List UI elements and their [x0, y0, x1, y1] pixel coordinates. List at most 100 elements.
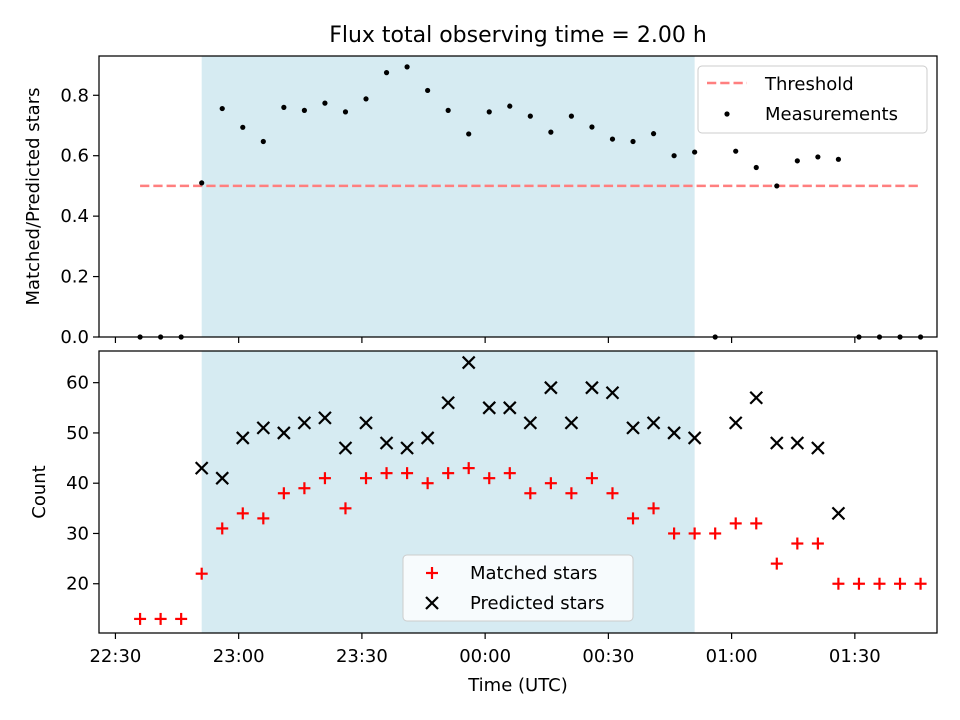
top-panel: 0.00.20.40.60.8 Matched/Predicted stars …	[23, 55, 938, 348]
bottom-series-layer	[134, 355, 927, 625]
matched-star-point	[134, 612, 147, 625]
matched-star-point	[175, 612, 188, 625]
predicted-star-point	[441, 395, 455, 410]
predicted-star-point	[749, 390, 764, 405]
bottom-axes-frame	[98, 350, 938, 634]
matched-star-point	[606, 487, 619, 500]
measurement-point	[240, 124, 246, 130]
predicted-star-point	[359, 416, 373, 430]
measurement-point	[692, 149, 698, 155]
bottom-panel: 20 30 40 50 60 22:30 23:00 23:30 00:00 00:30 01:0…	[29, 350, 938, 696]
y-tick-label: 50	[66, 423, 89, 444]
predicted-star-point	[503, 401, 517, 415]
matched-star-point	[544, 477, 557, 490]
bottom-legend: Matched stars Predicted stars	[402, 554, 634, 622]
matched-star-point	[236, 507, 249, 520]
predicted-star-point	[215, 471, 230, 485]
matched-star-point	[565, 487, 578, 500]
measurement-point	[260, 138, 266, 145]
matched-star-point	[216, 522, 229, 535]
x-tick-label: 23:00	[213, 646, 265, 667]
matched-star-point	[811, 537, 824, 550]
measurement-point	[301, 107, 307, 113]
matched-star-point	[914, 577, 927, 590]
measurement-point	[383, 70, 390, 76]
predicted-star-point	[318, 411, 332, 425]
y-tick-label: 0.8	[60, 85, 89, 106]
measurement-point	[219, 105, 225, 112]
legend-measurements-label: Measurements	[765, 104, 898, 125]
predicted-star-point	[687, 431, 702, 445]
top-axes-frame	[98, 55, 938, 338]
predicted-star-point	[585, 380, 599, 395]
measurement-point	[794, 158, 800, 164]
predicted-star-point	[646, 416, 661, 430]
matched-star-point	[729, 517, 742, 530]
x-tick-label: 23:30	[336, 646, 388, 667]
matched-star-point	[339, 502, 352, 515]
matched-star-point	[627, 512, 640, 525]
matched-star-point	[709, 527, 722, 540]
matched-star-point	[483, 472, 496, 485]
matched-star-point	[380, 467, 393, 480]
matched-star-point	[770, 557, 783, 570]
top-series-layer	[137, 64, 924, 340]
measurement-point	[425, 87, 431, 94]
top-legend: Threshold Measurements	[697, 65, 928, 134]
bottom-y-ticks: 20 30 40 50 60	[66, 373, 99, 595]
measurement-point	[671, 153, 677, 159]
predicted-star-point	[831, 506, 846, 521]
top-legend-box	[697, 65, 928, 134]
predicted-star-point	[811, 441, 825, 455]
predicted-star-point	[605, 385, 620, 400]
predicted-star-point	[379, 436, 394, 450]
measurement-point	[486, 109, 492, 115]
measurement-point	[630, 138, 636, 145]
predicted-star-point	[790, 436, 805, 450]
matched-star-point	[195, 567, 208, 580]
predicted-star-point	[297, 416, 312, 430]
y-tick-label: 60	[66, 373, 89, 394]
matched-star-point	[688, 527, 701, 540]
predicted-star-point	[400, 441, 414, 455]
predicted-star-point	[277, 426, 291, 440]
measurement-point	[815, 154, 821, 160]
top-y-ticks: 0.0 0.2 0.4 0.6 0.8	[60, 85, 99, 348]
predicted-star-point	[256, 421, 271, 435]
measurement-point	[548, 129, 554, 135]
y-tick-label: 0.4	[60, 206, 89, 227]
measurement-point	[753, 164, 759, 171]
predicted-star-point	[235, 431, 250, 445]
top-y-axis-label: Matched/Predicted stars	[23, 88, 44, 306]
y-tick-label: 30	[66, 523, 89, 544]
x-tick-label: 01:00	[706, 646, 758, 667]
legend-matched-swatch	[426, 567, 438, 579]
measurement-point	[774, 183, 780, 189]
matched-star-point	[257, 512, 270, 525]
measurement-point	[363, 96, 369, 102]
chart-title: Flux total observing time = 2.00 h	[329, 23, 707, 48]
matched-star-point	[647, 502, 660, 515]
measurement-point	[568, 113, 575, 119]
measurement-point	[835, 156, 842, 162]
measurement-point	[404, 64, 410, 70]
matched-star-point	[852, 577, 865, 590]
top-x-ticks	[114, 337, 856, 343]
predicted-star-point	[626, 421, 640, 435]
predicted-star-point	[770, 436, 784, 450]
matched-star-point	[894, 577, 907, 590]
measurement-point	[199, 180, 205, 186]
x-tick-label: 00:30	[582, 646, 634, 667]
predicted-star-point	[420, 431, 435, 445]
matched-star-point	[442, 467, 455, 480]
measurement-point	[445, 107, 451, 113]
legend-measurements-swatch	[724, 111, 730, 117]
matched-star-point	[668, 527, 681, 540]
measurement-point	[466, 131, 472, 137]
predicted-star-point	[338, 441, 353, 455]
legend-predicted-swatch	[425, 596, 439, 610]
predicted-star-point	[461, 355, 476, 370]
matched-star-point	[154, 612, 167, 625]
y-tick-label: 0.6	[60, 146, 89, 167]
